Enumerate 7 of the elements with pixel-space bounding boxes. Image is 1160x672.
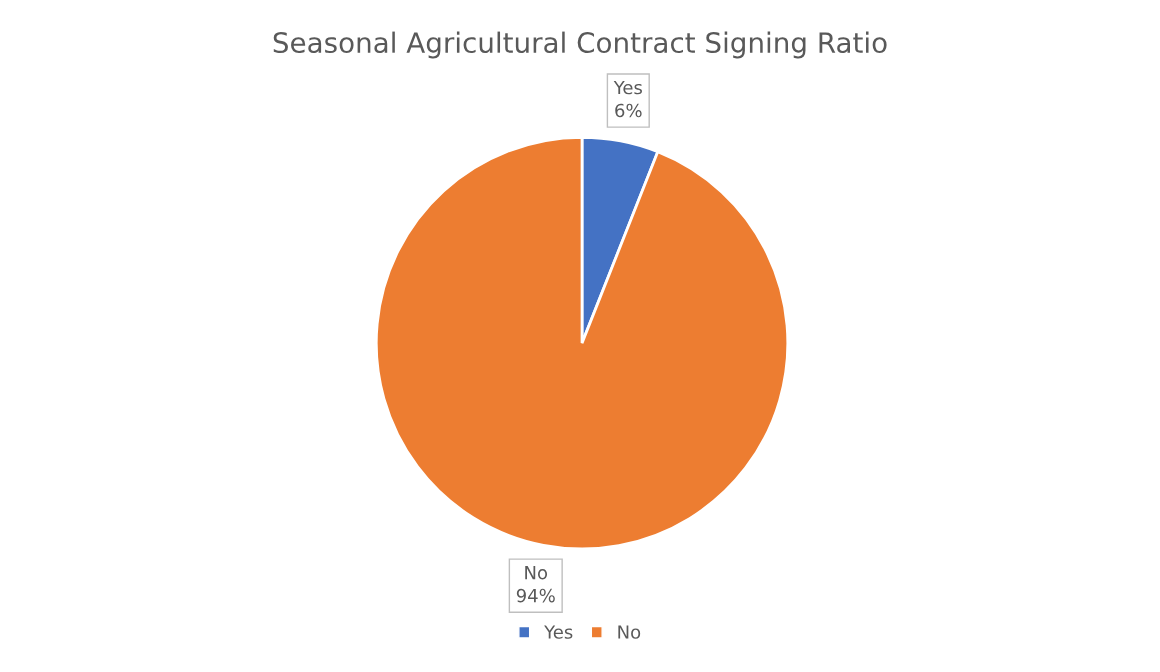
chart-title: Seasonal Agricultural Contract Signing Ratio: [273, 31, 887, 59]
legend-label: No: [618, 625, 641, 639]
slice-label: Yes: [613, 80, 642, 95]
data-label: 6%: [615, 103, 642, 118]
legend-label: Yes: [544, 625, 573, 639]
data-label: 94%: [516, 588, 555, 603]
slice-label: No: [525, 566, 548, 580]
